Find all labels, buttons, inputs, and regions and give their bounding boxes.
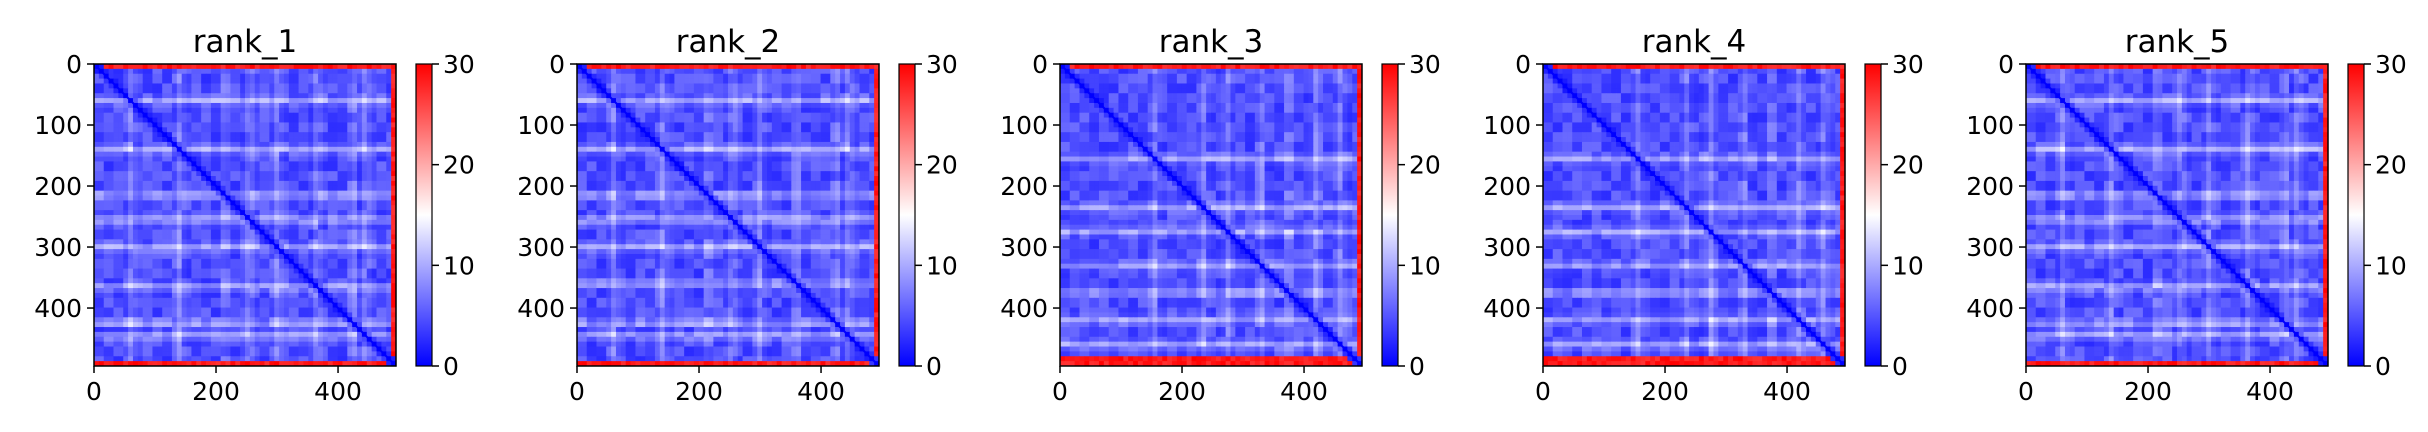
- axes-frame: [93, 63, 397, 367]
- colorbar: [1864, 63, 1882, 367]
- heatmap-panel-4: rank_4 0 200 400 0 100 200 300 400 0 10 20 30: [1483, 24, 1924, 406]
- panel-title: rank_2: [676, 24, 781, 60]
- x-tick-label: 200: [2124, 377, 2172, 406]
- x-tick-label: 0: [1052, 377, 1068, 406]
- y-tick-label: 400: [1000, 294, 1048, 323]
- panel-title: rank_4: [1642, 24, 1747, 60]
- y-tick-label: 100: [1483, 111, 1531, 140]
- colorbar: [1381, 63, 1399, 367]
- x-tick-label: 400: [2246, 377, 2294, 406]
- heatmap-panel-2: rank_2 0 200 400 0 100 200 300 400 0 10 20 30: [517, 24, 958, 406]
- x-tick-label: 0: [569, 377, 585, 406]
- colorbar-tick-label: 20: [443, 151, 475, 180]
- y-tick-label: 100: [1000, 111, 1048, 140]
- heatmap-image: [577, 64, 880, 367]
- colorbar-tick-label: 0: [926, 352, 942, 381]
- y-tick-label: 400: [34, 294, 82, 323]
- y-tick-label: 0: [549, 50, 565, 79]
- x-tick-label: 0: [2018, 377, 2034, 406]
- panel-title: rank_5: [2125, 24, 2230, 60]
- colorbar-tick-label: 20: [1409, 151, 1441, 180]
- y-tick-label: 100: [517, 111, 565, 140]
- panel-title: rank_1: [193, 24, 298, 60]
- axes-frame: [2025, 63, 2329, 367]
- axes-frame: [576, 63, 880, 367]
- colorbar-tick-label: 30: [926, 50, 958, 79]
- heatmap-panel-5: rank_5 0 200 400 0 100 200 300 400 0 10 20 30: [1966, 24, 2407, 406]
- y-tick-label: 0: [66, 50, 82, 79]
- panel-title: rank_3: [1159, 24, 1264, 60]
- x-tick-label: 200: [675, 377, 723, 406]
- x-tick-label: 200: [1641, 377, 1689, 406]
- x-tick-label: 200: [1158, 377, 1206, 406]
- heatmap-image: [94, 64, 397, 367]
- x-tick-label: 400: [797, 377, 845, 406]
- colorbar-tick-label: 30: [2375, 50, 2407, 79]
- y-tick-label: 300: [1966, 233, 2014, 262]
- colorbar: [898, 63, 916, 367]
- y-tick-label: 200: [1000, 172, 1048, 201]
- diagonal-line: [1542, 63, 1846, 367]
- colorbar-tick-label: 0: [1892, 352, 1908, 381]
- y-tick-label: 300: [1483, 233, 1531, 262]
- colorbar-tick-label: 20: [1892, 151, 1924, 180]
- colorbar: [415, 63, 433, 367]
- y-tick-label: 300: [517, 233, 565, 262]
- y-tick-label: 200: [1483, 172, 1531, 201]
- x-tick-label: 0: [86, 377, 102, 406]
- colorbar-tick-label: 10: [1409, 251, 1441, 280]
- y-tick-label: 100: [34, 111, 82, 140]
- colorbar-tick-label: 0: [2375, 352, 2391, 381]
- heatmap-panel-3: rank_3 0 200 400 0 100 200 300 400 0 10 20 30: [1000, 24, 1441, 406]
- colorbar-tick-label: 10: [2375, 251, 2407, 280]
- x-tick-label: 0: [1535, 377, 1551, 406]
- x-tick-label: 400: [1280, 377, 1328, 406]
- diagonal-line: [2025, 63, 2329, 367]
- y-tick-label: 200: [1966, 172, 2014, 201]
- x-tick-label: 200: [192, 377, 240, 406]
- axes-frame: [1542, 63, 1846, 367]
- heatmap-image: [1060, 64, 1363, 367]
- y-tick-label: 100: [1966, 111, 2014, 140]
- colorbar-tick-label: 10: [926, 251, 958, 280]
- y-tick-label: 200: [517, 172, 565, 201]
- y-tick-label: 0: [1032, 50, 1048, 79]
- colorbar-tick-label: 0: [1409, 352, 1425, 381]
- y-tick-label: 200: [34, 172, 82, 201]
- y-tick-label: 300: [1000, 233, 1048, 262]
- colorbar-tick-label: 10: [443, 251, 475, 280]
- x-tick-label: 400: [1763, 377, 1811, 406]
- diagonal-line: [576, 63, 880, 367]
- diagonal-line: [93, 63, 397, 367]
- colorbar-tick-label: 30: [443, 50, 475, 79]
- heatmap-panel-1: rank_1 0 200 400 0 100 200 300 400 0 10 20 30: [34, 24, 475, 406]
- axes-frame: [1059, 63, 1363, 367]
- y-tick-label: 300: [34, 233, 82, 262]
- colorbar-tick-label: 0: [443, 352, 459, 381]
- colorbar-tick-label: 20: [2375, 151, 2407, 180]
- y-tick-label: 400: [517, 294, 565, 323]
- heatmap-image: [1543, 64, 1846, 367]
- y-tick-label: 400: [1966, 294, 2014, 323]
- colorbar-tick-label: 10: [1892, 251, 1924, 280]
- x-tick-label: 400: [314, 377, 362, 406]
- y-tick-label: 0: [1515, 50, 1531, 79]
- y-tick-label: 0: [1998, 50, 2014, 79]
- colorbar-tick-label: 20: [926, 151, 958, 180]
- heatmap-image: [2026, 64, 2329, 367]
- colorbar-tick-label: 30: [1892, 50, 1924, 79]
- colorbar: [2347, 63, 2365, 367]
- colorbar-tick-label: 30: [1409, 50, 1441, 79]
- diagonal-line: [1059, 63, 1363, 367]
- y-tick-label: 400: [1483, 294, 1531, 323]
